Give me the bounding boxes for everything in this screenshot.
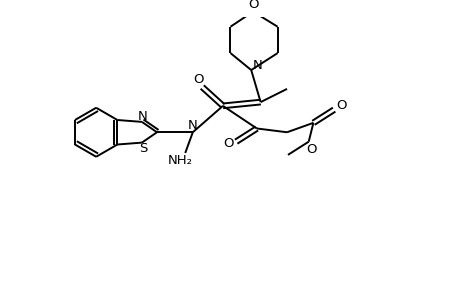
Text: O: O bbox=[336, 99, 346, 112]
Text: O: O bbox=[247, 0, 258, 11]
Text: N: N bbox=[188, 119, 197, 132]
Text: NH₂: NH₂ bbox=[168, 154, 193, 167]
Text: O: O bbox=[306, 143, 316, 156]
Text: N: N bbox=[252, 59, 262, 72]
Text: O: O bbox=[193, 73, 203, 86]
Text: O: O bbox=[223, 137, 233, 150]
Text: S: S bbox=[138, 142, 147, 155]
Text: N: N bbox=[138, 110, 147, 123]
